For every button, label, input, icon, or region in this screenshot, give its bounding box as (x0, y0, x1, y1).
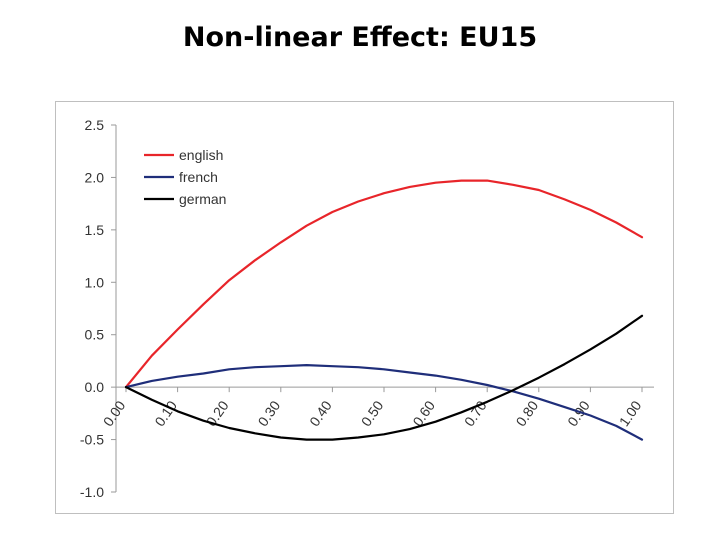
chart-container: 2.5 2.0 1.5 1.0 0.5 0.0 -0.5 -1.0 0.00 0.10 0.20 0.… (55, 101, 674, 514)
y-tick-label: 1.5 (85, 222, 105, 238)
x-tick-label: 0.30 (255, 398, 284, 430)
y-tick-label: -1.0 (80, 484, 104, 500)
y-tick-label: -0.5 (80, 432, 104, 448)
x-tick-label: 0.40 (306, 398, 335, 430)
series-line-french (124, 364, 644, 441)
legend: english french german (144, 147, 226, 207)
page-title: Non-linear Effect: EU15 (182, 22, 538, 53)
series-line-german (124, 314, 644, 441)
y-tick-label: 2.0 (85, 169, 105, 185)
y-tick-label: 0.0 (85, 379, 105, 395)
legend-label-german: german (179, 191, 226, 207)
line-chart: 2.52.01.51.00.50.0-0.5-1.00.00 0.10 0.20 0.… (80, 117, 654, 500)
series-line-english (124, 179, 644, 389)
y-tick-label: 1.0 (85, 274, 105, 290)
legend-label-english: english (179, 147, 223, 163)
x-tick-label: 1.00 (616, 398, 645, 430)
x-tick-label: 0.50 (358, 398, 387, 430)
legend-label-french: french (179, 169, 218, 185)
series-group (124, 179, 644, 441)
y-tick-label: 0.5 (85, 327, 105, 343)
axes: 2.52.01.51.00.50.0-0.5-1.00.00 0.10 0.20 0.… (80, 117, 654, 500)
x-tick-label: 0.00 (100, 398, 129, 430)
x-tick-label: 0.80 (513, 398, 542, 430)
x-tick-label: 0.90 (564, 398, 593, 430)
y-tick-label: 2.5 (85, 117, 105, 133)
